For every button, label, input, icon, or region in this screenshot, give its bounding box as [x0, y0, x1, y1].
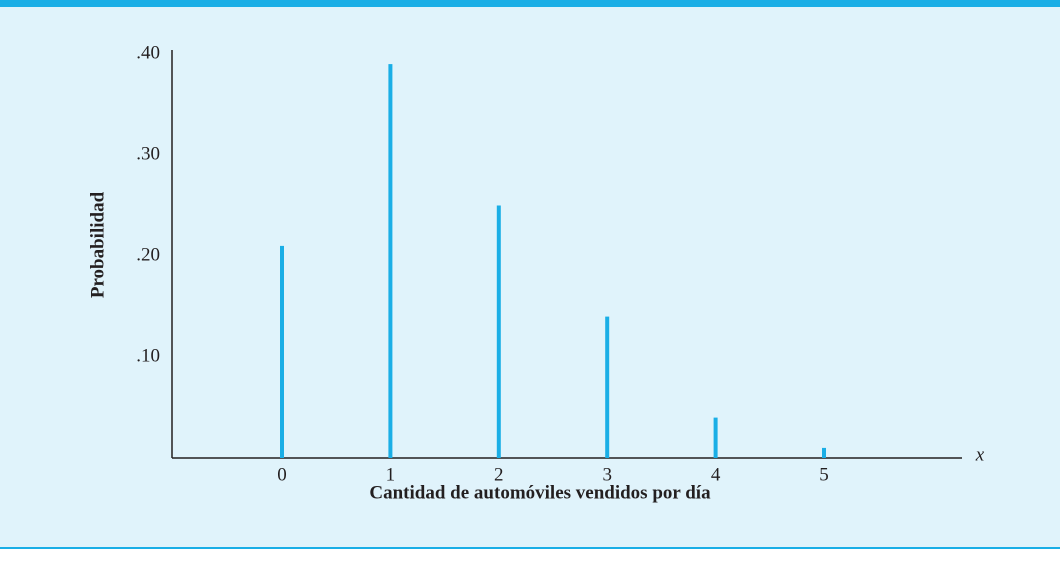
x-axis-title: Cantidad de automóviles vendidos por día — [369, 482, 711, 503]
bottom-border — [0, 547, 1060, 549]
stem — [388, 64, 393, 458]
x-axis-symbol: x — [975, 444, 985, 465]
x-tick-label: 2 — [494, 464, 504, 485]
y-tick-label: .10 — [136, 345, 160, 366]
x-tick-label: 0 — [277, 464, 287, 485]
stem — [605, 316, 610, 458]
x-tick-label: 5 — [819, 464, 829, 485]
x-tick-label: 3 — [602, 464, 612, 485]
y-tick-label: .30 — [136, 143, 160, 164]
x-tick-label: 4 — [711, 464, 721, 485]
top-border — [0, 0, 1060, 7]
stem — [496, 205, 501, 458]
stem — [713, 417, 718, 458]
x-tick-label: 1 — [386, 464, 396, 485]
background — [0, 0, 1060, 549]
y-tick-label: .40 — [136, 42, 160, 63]
stem — [822, 447, 826, 458]
y-tick-label: .20 — [136, 244, 160, 265]
y-axis-title: Probabilidad — [87, 191, 108, 298]
stem — [280, 245, 284, 458]
